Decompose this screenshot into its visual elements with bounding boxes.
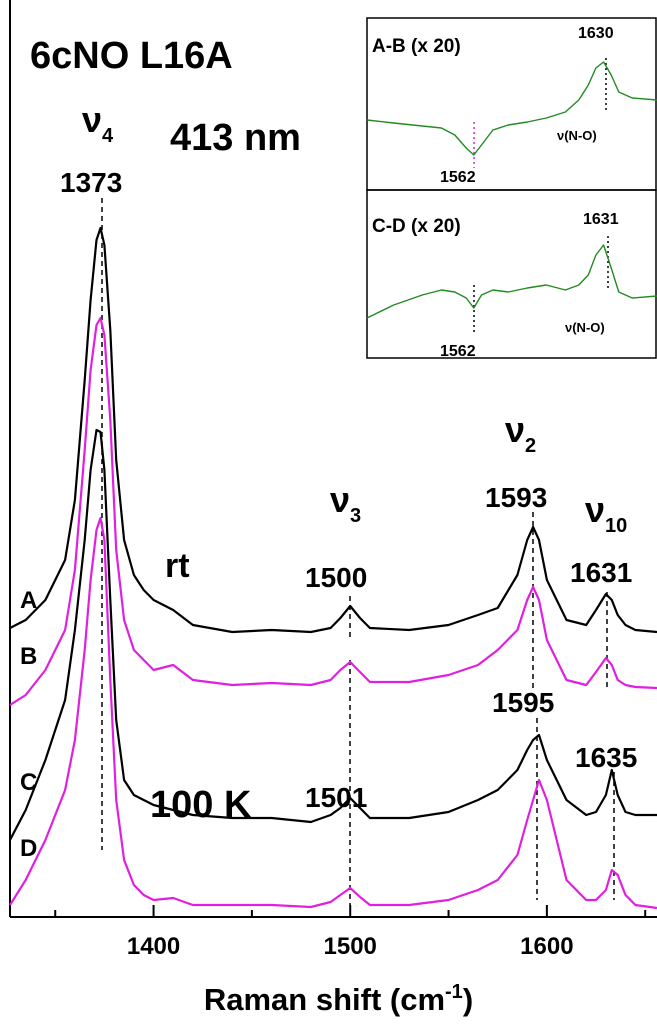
inset-markers	[473, 58, 609, 335]
annotation-text: 1593	[485, 482, 547, 513]
annotation-text: 1630	[578, 25, 614, 42]
annotation: 1631	[570, 557, 632, 588]
inset-title: A-B (x 20)	[372, 36, 461, 57]
annotation: ν2	[505, 409, 536, 457]
spectrum	[366, 244, 657, 319]
spectrum	[366, 61, 657, 156]
chart-title: 6cNO L16A	[30, 35, 233, 77]
inset-frame	[366, 189, 657, 359]
annotation-text: ν	[82, 99, 102, 140]
annotation-text: rt	[165, 547, 190, 585]
annotation-text: ν	[330, 479, 350, 520]
annotation-text: 413 nm	[170, 117, 301, 159]
series-label: B	[20, 643, 37, 670]
annotation-text: ν(N-O)	[565, 320, 605, 335]
x-axis-title: Raman shift (cm-1)	[204, 981, 473, 1017]
x-axis-title-sup: -1	[445, 981, 463, 1003]
annotation-subscript: 4	[102, 125, 114, 147]
annotation: ν4	[82, 99, 114, 147]
annotation-text: 1631	[583, 211, 619, 228]
annotation-text: 1562	[440, 169, 476, 186]
annotation: ν3	[330, 479, 361, 527]
annotation-text: ν	[585, 489, 605, 530]
series-label: D	[20, 835, 37, 862]
annotation: 1562	[440, 169, 476, 186]
annotation-text: 1373	[60, 167, 122, 198]
inset-title: C-D (x 20)	[372, 216, 461, 237]
annotation: 1562	[440, 343, 476, 360]
annotation: 1635	[575, 742, 637, 773]
annotation-text: 1631	[570, 557, 632, 588]
spectrum	[9, 316, 657, 706]
annotation: ν10	[585, 489, 627, 537]
annotation: 100 K	[150, 784, 252, 826]
annotation: 1631	[583, 211, 619, 228]
spectrum	[9, 226, 657, 634]
annotation: ν(N-O)	[557, 128, 597, 143]
annotation: 413 nm	[170, 117, 301, 159]
annotation: 1373	[60, 167, 122, 198]
annotation-text: 1635	[575, 742, 637, 773]
annotation: 1593	[485, 482, 547, 513]
x-tick-label: 1400	[127, 933, 180, 960]
annotation-subscript: 10	[605, 515, 627, 537]
annotation: 1595	[492, 687, 554, 718]
annotation-text: 100 K	[150, 784, 252, 826]
annotation: 1630	[578, 25, 614, 42]
x-axis-title-main: Raman shift (cm	[204, 982, 445, 1017]
annotation-text: 1500	[305, 562, 367, 593]
annotation: ν(N-O)	[565, 320, 605, 335]
spectrum	[9, 516, 657, 910]
annotation-text: ν(N-O)	[557, 128, 597, 143]
annotation-subscript: 3	[350, 505, 361, 527]
annotation-text: 1562	[440, 343, 476, 360]
x-tick-label: 1500	[324, 933, 377, 960]
annotation: 1500	[305, 562, 367, 593]
annotation-text: 1501	[305, 782, 367, 813]
x-tick-label: 1600	[520, 933, 573, 960]
annotation: 1501	[305, 782, 367, 813]
annotation-text: ν	[505, 409, 525, 450]
annotation-subscript: 2	[525, 435, 536, 457]
x-axis-title-end: )	[463, 982, 473, 1017]
annotation: rt	[165, 547, 190, 585]
annotation-text: 1595	[492, 687, 554, 718]
spectrum	[9, 428, 657, 841]
series-label: A	[20, 587, 37, 614]
series-label: C	[20, 769, 37, 796]
